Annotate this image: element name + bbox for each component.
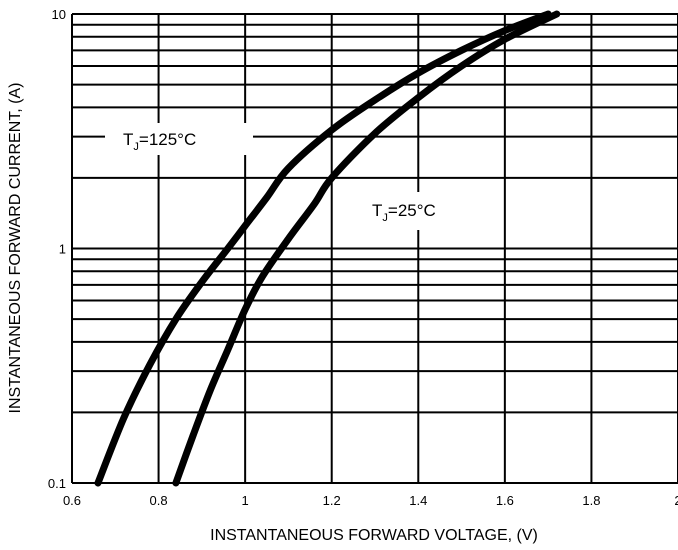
x-tick-label: 0.8 (150, 493, 168, 508)
x-tick-label: 1.2 (323, 493, 341, 508)
x-axis-title: INSTANTANEOUS FORWARD VOLTAGE, (V) (210, 527, 538, 544)
annotation-25c-label: TJ=25°C (372, 201, 436, 224)
series (94, 10, 561, 487)
y-tick-label: 10 (52, 7, 66, 22)
grid (71, 13, 678, 484)
x-tick-label: 1.8 (582, 493, 600, 508)
x-tick-label: 1 (242, 493, 249, 508)
annotation-25c-background (350, 192, 470, 230)
y-tick-label: 0.1 (48, 476, 66, 491)
annotation-125c-background (105, 123, 253, 155)
tick-labels: 0.6 0.8 1 1.2 1.4 1.6 1.8 2 0.1 1 10 (48, 7, 678, 508)
y-axis-title: INSTANTANEOUS FORWARD CURRENT, (A) (7, 83, 24, 414)
x-tick-label: 1.6 (496, 493, 514, 508)
series-line-0 (94, 10, 552, 487)
annotation-125c-label: TJ=125°C (123, 130, 196, 153)
x-tick-label: 1.4 (409, 493, 427, 508)
y-tick-label: 1 (59, 242, 66, 257)
x-tick-label: 0.6 (63, 493, 81, 508)
x-tick-label: 2 (674, 493, 678, 508)
series-line-1 (172, 10, 561, 487)
